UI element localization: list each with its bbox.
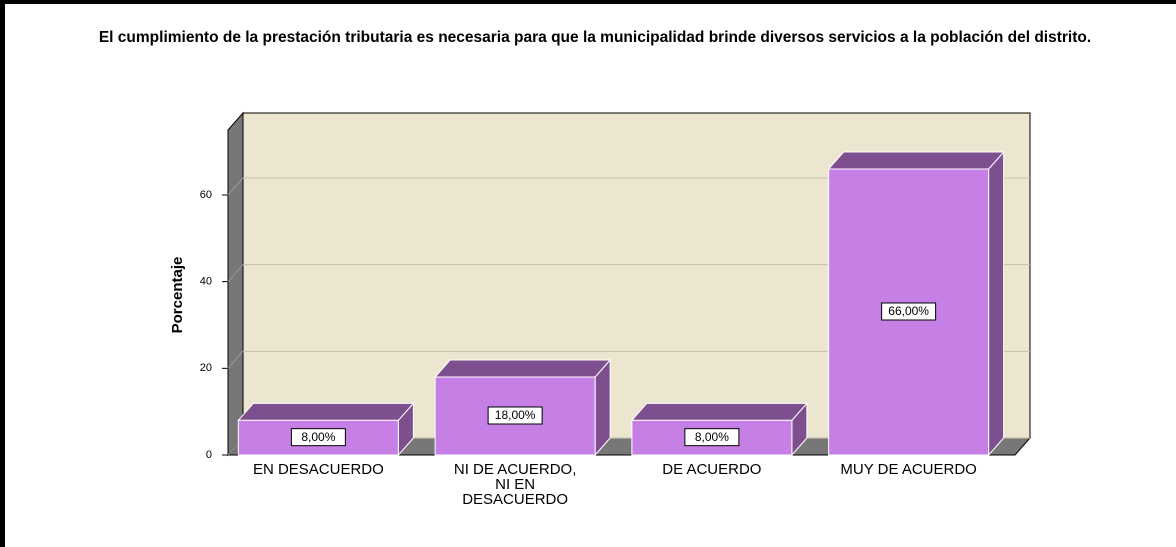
x-tick-label: MUY DE ACUERDO xyxy=(840,461,977,478)
grid-line xyxy=(227,177,244,196)
bar-top xyxy=(827,151,1005,170)
y-tick-label: 40 xyxy=(200,276,212,288)
y-axis-label: Porcentaje xyxy=(169,257,186,334)
chart-title: El cumplimiento de la prestación tributa… xyxy=(98,29,1092,46)
value-label-box xyxy=(684,428,740,447)
x-tick-label: EN DESACUERDO xyxy=(252,461,384,478)
grid-line xyxy=(227,351,244,369)
value-label: 8,00% xyxy=(695,430,729,444)
y-tick-label: 20 xyxy=(200,362,212,374)
value-label-box xyxy=(487,406,543,425)
value-label-box xyxy=(881,302,937,321)
bar-top xyxy=(237,402,415,421)
value-label: 8,00% xyxy=(301,430,335,444)
grid-line xyxy=(227,264,244,282)
left-wall xyxy=(227,111,244,457)
y-tick-label: 0 xyxy=(206,449,212,461)
bar-side xyxy=(988,150,1005,457)
value-label-box xyxy=(290,428,346,447)
y-tick-label: 60 xyxy=(200,189,212,201)
x-tick-label: NI DE ACUERDO, NI EN DESACUERDO xyxy=(453,461,577,508)
value-label: 18,00% xyxy=(495,408,536,422)
bar-top xyxy=(630,402,808,421)
x-tick-label: DE ACUERDO xyxy=(662,461,762,478)
value-label: 66,00% xyxy=(888,304,929,318)
bar-top xyxy=(434,359,612,378)
